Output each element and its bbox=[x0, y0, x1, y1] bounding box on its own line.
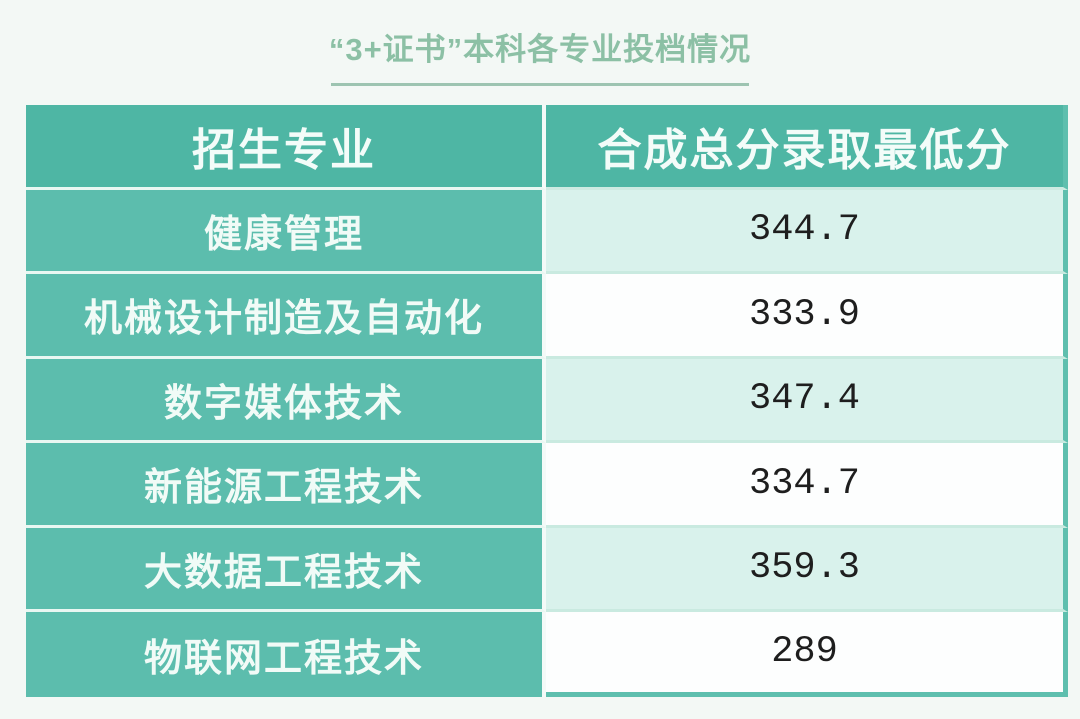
title-block: “3+证书”本科各专业投档情况 bbox=[0, 0, 1080, 86]
table-row-score: 359.3 bbox=[546, 527, 1068, 612]
table-row-score: 347.4 bbox=[546, 358, 1068, 443]
table-row-major: 新能源工程技术 bbox=[26, 443, 546, 528]
title-underline bbox=[331, 83, 749, 86]
table-row-major: 物联网工程技术 bbox=[26, 612, 546, 697]
table-row-score: 344.7 bbox=[546, 189, 1068, 274]
page-title: “3+证书”本科各专业投档情况 bbox=[328, 32, 752, 67]
table-row-major: 大数据工程技术 bbox=[26, 527, 546, 612]
column-header-major: 招生专业 bbox=[26, 105, 546, 190]
table-row-major: 机械设计制造及自动化 bbox=[26, 274, 546, 359]
table-row-major: 健康管理 bbox=[26, 189, 546, 274]
table-row-score: 333.9 bbox=[546, 274, 1068, 359]
table-row-score: 334.7 bbox=[546, 443, 1068, 528]
column-header-score: 合成总分录取最低分 bbox=[546, 105, 1068, 190]
table-row-major: 数字媒体技术 bbox=[26, 358, 546, 443]
table-row-score: 289 bbox=[546, 612, 1068, 697]
admission-score-table: 招生专业 合成总分录取最低分 健康管理 344.7 机械设计制造及自动化 333… bbox=[26, 105, 1068, 697]
